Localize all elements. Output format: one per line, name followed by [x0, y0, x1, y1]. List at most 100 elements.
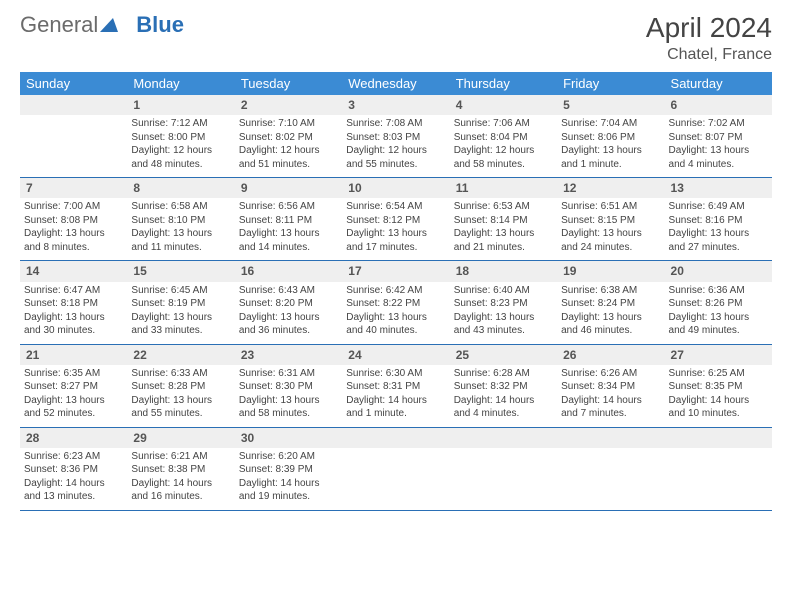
day-number: 1	[127, 95, 234, 115]
day-cell: Sunrise: 6:54 AMSunset: 8:12 PMDaylight:…	[342, 198, 449, 261]
daylight-text-1: Daylight: 12 hours	[454, 144, 553, 158]
sunrise-text: Sunrise: 6:40 AM	[454, 284, 553, 298]
day-number: 8	[127, 178, 234, 199]
sunset-text: Sunset: 8:39 PM	[239, 463, 338, 477]
daylight-text-2: and 30 minutes.	[24, 324, 123, 338]
daylight-text-1: Daylight: 13 hours	[561, 227, 660, 241]
daylight-text-2: and 21 minutes.	[454, 241, 553, 255]
day-cell: Sunrise: 6:36 AMSunset: 8:26 PMDaylight:…	[665, 282, 772, 345]
day-cell: Sunrise: 6:33 AMSunset: 8:28 PMDaylight:…	[127, 365, 234, 428]
day-number: 15	[127, 261, 234, 282]
logo-triangle-icon	[100, 12, 118, 38]
weekday-header: Thursday	[450, 72, 557, 95]
sunset-text: Sunset: 8:10 PM	[131, 214, 230, 228]
day-number: 10	[342, 178, 449, 199]
daylight-text-2: and 8 minutes.	[24, 241, 123, 255]
sunset-text: Sunset: 8:24 PM	[561, 297, 660, 311]
day-number: 19	[557, 261, 664, 282]
weekday-header: Saturday	[665, 72, 772, 95]
day-cell	[342, 448, 449, 511]
sunset-text: Sunset: 8:14 PM	[454, 214, 553, 228]
daylight-text-1: Daylight: 13 hours	[131, 311, 230, 325]
daylight-text-2: and 11 minutes.	[131, 241, 230, 255]
daylight-text-2: and 4 minutes.	[669, 158, 768, 172]
daylight-text-1: Daylight: 13 hours	[454, 311, 553, 325]
daylight-text-1: Daylight: 13 hours	[24, 394, 123, 408]
daylight-text-1: Daylight: 14 hours	[24, 477, 123, 491]
daylight-text-2: and 58 minutes.	[454, 158, 553, 172]
sunrise-text: Sunrise: 6:33 AM	[131, 367, 230, 381]
sunset-text: Sunset: 8:31 PM	[346, 380, 445, 394]
day-cell: Sunrise: 6:28 AMSunset: 8:32 PMDaylight:…	[450, 365, 557, 428]
daylight-text-2: and 52 minutes.	[24, 407, 123, 421]
day-number: 16	[235, 261, 342, 282]
day-number: 17	[342, 261, 449, 282]
day-cell: Sunrise: 6:35 AMSunset: 8:27 PMDaylight:…	[20, 365, 127, 428]
day-number: 27	[665, 344, 772, 365]
sunset-text: Sunset: 8:02 PM	[239, 131, 338, 145]
daylight-text-2: and 4 minutes.	[454, 407, 553, 421]
sunset-text: Sunset: 8:20 PM	[239, 297, 338, 311]
daylight-text-2: and 49 minutes.	[669, 324, 768, 338]
day-number: 13	[665, 178, 772, 199]
sunset-text: Sunset: 8:26 PM	[669, 297, 768, 311]
sunset-text: Sunset: 8:23 PM	[454, 297, 553, 311]
daylight-text-1: Daylight: 14 hours	[669, 394, 768, 408]
day-number	[20, 95, 127, 115]
page-title: April 2024	[646, 12, 772, 44]
day-number: 21	[20, 344, 127, 365]
day-cell: Sunrise: 7:10 AMSunset: 8:02 PMDaylight:…	[235, 115, 342, 178]
day-number: 3	[342, 95, 449, 115]
day-cell: Sunrise: 7:04 AMSunset: 8:06 PMDaylight:…	[557, 115, 664, 178]
sunrise-text: Sunrise: 6:58 AM	[131, 200, 230, 214]
calendar-table: SundayMondayTuesdayWednesdayThursdayFrid…	[20, 72, 772, 511]
daylight-text-1: Daylight: 13 hours	[669, 227, 768, 241]
day-cell: Sunrise: 6:51 AMSunset: 8:15 PMDaylight:…	[557, 198, 664, 261]
day-number: 30	[235, 427, 342, 448]
daylight-text-1: Daylight: 13 hours	[669, 144, 768, 158]
sunset-text: Sunset: 8:22 PM	[346, 297, 445, 311]
sunrise-text: Sunrise: 6:51 AM	[561, 200, 660, 214]
sunrise-text: Sunrise: 6:47 AM	[24, 284, 123, 298]
daylight-text-1: Daylight: 13 hours	[561, 311, 660, 325]
day-cell: Sunrise: 6:47 AMSunset: 8:18 PMDaylight:…	[20, 282, 127, 345]
day-number: 2	[235, 95, 342, 115]
daylight-text-2: and 55 minutes.	[131, 407, 230, 421]
day-number	[450, 427, 557, 448]
sunrise-text: Sunrise: 6:56 AM	[239, 200, 338, 214]
weekday-header: Friday	[557, 72, 664, 95]
day-number: 5	[557, 95, 664, 115]
sunset-text: Sunset: 8:35 PM	[669, 380, 768, 394]
sunset-text: Sunset: 8:19 PM	[131, 297, 230, 311]
day-number: 20	[665, 261, 772, 282]
sunset-text: Sunset: 8:18 PM	[24, 297, 123, 311]
week-row: Sunrise: 7:00 AMSunset: 8:08 PMDaylight:…	[20, 198, 772, 261]
daylight-text-2: and 40 minutes.	[346, 324, 445, 338]
daynum-row: 78910111213	[20, 178, 772, 199]
sunrise-text: Sunrise: 6:31 AM	[239, 367, 338, 381]
day-number	[557, 427, 664, 448]
day-cell: Sunrise: 6:40 AMSunset: 8:23 PMDaylight:…	[450, 282, 557, 345]
logo-text-2: Blue	[136, 12, 184, 38]
daylight-text-2: and 36 minutes.	[239, 324, 338, 338]
sunrise-text: Sunrise: 6:38 AM	[561, 284, 660, 298]
sunset-text: Sunset: 8:12 PM	[346, 214, 445, 228]
daylight-text-1: Daylight: 14 hours	[239, 477, 338, 491]
daylight-text-1: Daylight: 14 hours	[454, 394, 553, 408]
weekday-header: Sunday	[20, 72, 127, 95]
day-cell	[450, 448, 557, 511]
sunset-text: Sunset: 8:11 PM	[239, 214, 338, 228]
day-cell: Sunrise: 6:26 AMSunset: 8:34 PMDaylight:…	[557, 365, 664, 428]
sunset-text: Sunset: 8:34 PM	[561, 380, 660, 394]
weekday-header: Wednesday	[342, 72, 449, 95]
sunrise-text: Sunrise: 7:10 AM	[239, 117, 338, 131]
day-cell: Sunrise: 6:58 AMSunset: 8:10 PMDaylight:…	[127, 198, 234, 261]
day-cell: Sunrise: 6:56 AMSunset: 8:11 PMDaylight:…	[235, 198, 342, 261]
day-cell	[557, 448, 664, 511]
sunrise-text: Sunrise: 6:25 AM	[669, 367, 768, 381]
daylight-text-2: and 7 minutes.	[561, 407, 660, 421]
day-cell: Sunrise: 6:43 AMSunset: 8:20 PMDaylight:…	[235, 282, 342, 345]
daylight-text-1: Daylight: 12 hours	[131, 144, 230, 158]
daylight-text-1: Daylight: 13 hours	[24, 311, 123, 325]
daylight-text-1: Daylight: 13 hours	[239, 227, 338, 241]
